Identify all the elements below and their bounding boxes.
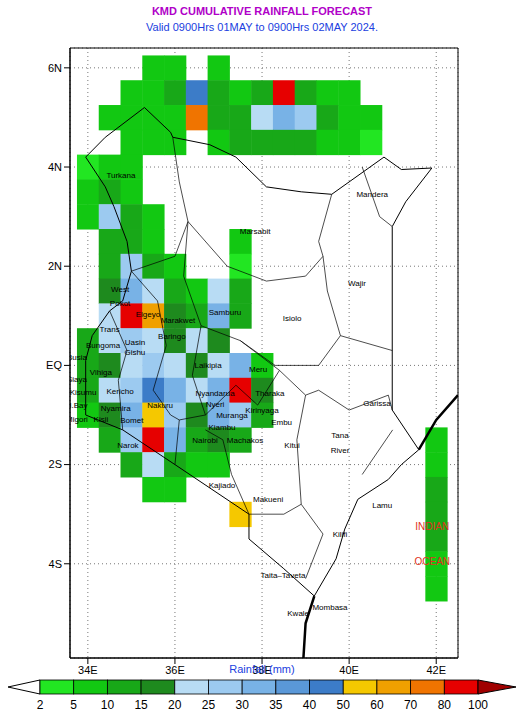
svg-text:2S: 2S (49, 458, 62, 470)
svg-text:Gishu: Gishu (124, 348, 145, 357)
svg-text:Embu: Embu (271, 418, 292, 427)
svg-text:Kiambu: Kiambu (208, 423, 235, 432)
svg-text:Kwale: Kwale (287, 609, 309, 618)
svg-text:34E: 34E (78, 664, 98, 676)
svg-text:Isiolo: Isiolo (283, 314, 302, 323)
svg-text:36E: 36E (165, 664, 185, 676)
svg-text:KMD CUMULATIVE RAINFALL FORECA: KMD CUMULATIVE RAINFALL FORECAST (152, 5, 372, 17)
svg-text:Wajir: Wajir (348, 279, 366, 288)
svg-text:25: 25 (202, 698, 216, 712)
svg-text:15: 15 (134, 698, 148, 712)
svg-text:35: 35 (269, 698, 283, 712)
svg-text:40: 40 (303, 698, 317, 712)
svg-text:Samburu: Samburu (209, 308, 241, 317)
svg-text:Elgeyo: Elgeyo (136, 310, 161, 319)
svg-text:100: 100 (468, 698, 488, 712)
svg-text:Nairobi: Nairobi (192, 436, 218, 445)
svg-text:60: 60 (370, 698, 384, 712)
svg-text:2N: 2N (48, 260, 62, 272)
svg-text:Siaya: Siaya (70, 375, 88, 384)
svg-text:Nyamira: Nyamira (101, 404, 131, 413)
svg-text:42E: 42E (426, 664, 446, 676)
svg-text:OCEAN: OCEAN (415, 556, 451, 567)
svg-text:River: River (331, 446, 350, 455)
svg-text:Turkana: Turkana (106, 171, 136, 180)
svg-text:Mandera: Mandera (356, 190, 388, 199)
svg-text:EQ: EQ (46, 359, 62, 371)
svg-text:Kirinyaga: Kirinyaga (245, 406, 279, 415)
svg-text:2: 2 (37, 698, 44, 712)
svg-text:Lamu: Lamu (372, 501, 392, 510)
svg-text:40E: 40E (339, 664, 359, 676)
svg-text:Garissa: Garissa (363, 399, 391, 408)
svg-text:Trans: Trans (100, 325, 120, 334)
svg-text:20: 20 (168, 698, 182, 712)
svg-text:6N: 6N (48, 62, 62, 74)
svg-text:Kilifi: Kilifi (333, 530, 348, 539)
svg-text:Tharaka: Tharaka (255, 389, 285, 398)
svg-text:Marakwet: Marakwet (161, 316, 196, 325)
svg-text:Nyandarua: Nyandarua (195, 389, 235, 398)
svg-text:Narok: Narok (117, 441, 139, 450)
svg-text:Muranga: Muranga (216, 411, 248, 420)
svg-text:Kisii: Kisii (94, 415, 109, 424)
svg-text:Kajiado: Kajiado (209, 481, 236, 490)
svg-text:Kericho: Kericho (107, 387, 135, 396)
svg-text:West: West (111, 285, 130, 294)
svg-text:Bungoma: Bungoma (86, 341, 121, 350)
svg-text:30: 30 (235, 698, 249, 712)
svg-text:Uasin: Uasin (125, 338, 145, 347)
svg-text:70: 70 (404, 698, 418, 712)
svg-text:Nyeri: Nyeri (206, 400, 225, 409)
svg-text:Laikipia: Laikipia (194, 361, 222, 370)
svg-text:Mombasa: Mombasa (312, 603, 348, 612)
svg-text:H.Bay: H.Bay (70, 401, 87, 410)
svg-text:4S: 4S (49, 558, 62, 570)
svg-text:Tana: Tana (331, 431, 349, 440)
svg-text:Taita–Taveta: Taita–Taveta (260, 571, 305, 580)
svg-text:Nakuru: Nakuru (147, 401, 173, 410)
svg-text:80: 80 (438, 698, 452, 712)
svg-text:10: 10 (101, 698, 115, 712)
svg-text:Pokot: Pokot (110, 299, 131, 308)
svg-text:50: 50 (337, 698, 351, 712)
svg-text:Bomet: Bomet (120, 416, 144, 425)
svg-text:Busia: Busia (70, 353, 88, 362)
svg-text:4N: 4N (48, 161, 62, 173)
svg-text:Meru: Meru (249, 365, 267, 374)
svg-text:Rainfall (mm): Rainfall (mm) (229, 663, 294, 675)
svg-text:Kitui: Kitui (284, 441, 300, 450)
svg-text:Migori: Migori (70, 415, 88, 424)
svg-text:5: 5 (70, 698, 77, 712)
svg-text:Baringo: Baringo (158, 332, 186, 341)
svg-text:INDIAN: INDIAN (415, 521, 449, 532)
svg-text:Machakos: Machakos (227, 436, 263, 445)
svg-text:Marsabit: Marsabit (240, 227, 271, 236)
svg-text:Vihiga: Vihiga (90, 368, 113, 377)
svg-text:Kisumu: Kisumu (70, 388, 96, 397)
svg-text:Makueni: Makueni (253, 495, 283, 504)
svg-text:Valid 0900Hrs 01MAY to 0900Hrs: Valid 0900Hrs 01MAY to 0900Hrs 02MAY 202… (146, 21, 378, 33)
